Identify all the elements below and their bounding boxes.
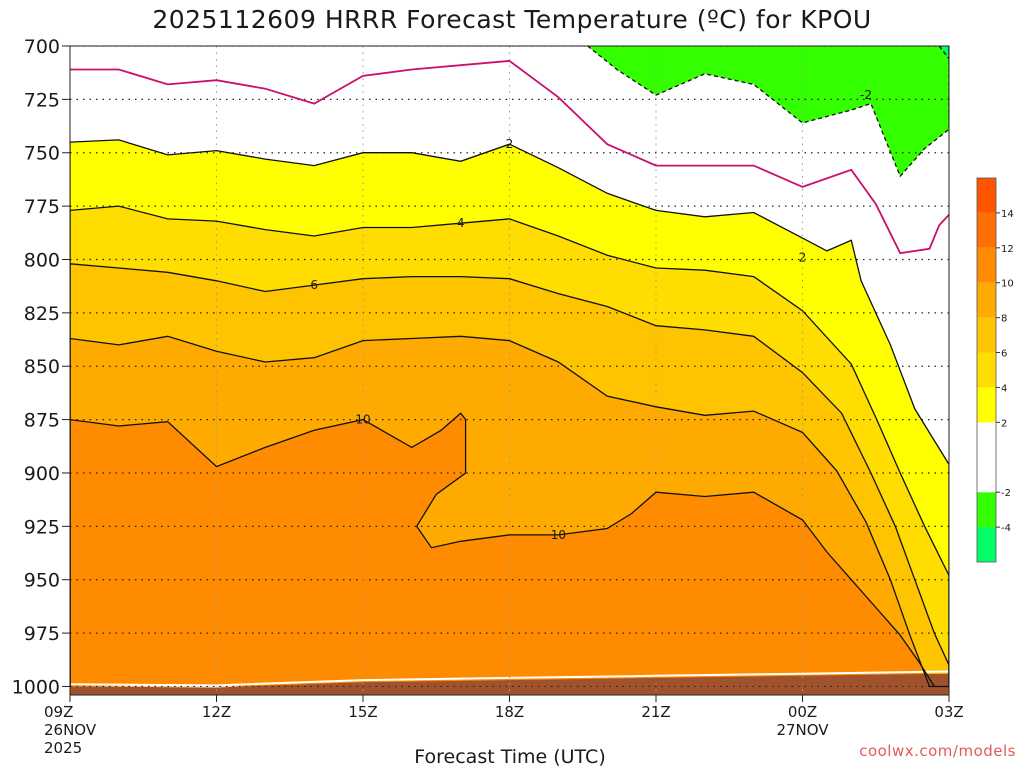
colorbar-swatch <box>977 527 996 562</box>
colorbar-label: 4 <box>1001 383 1007 394</box>
x-tick-label: 21Z <box>641 703 670 721</box>
y-tick-label: 700 <box>24 36 60 58</box>
isotherm-4 <box>70 205 949 687</box>
y-tick-label: 975 <box>24 623 60 645</box>
y-tick-label: 925 <box>24 516 60 538</box>
colorbar-swatch <box>977 247 996 283</box>
contour-label: -2 <box>860 88 872 102</box>
colorbar-swatch <box>977 352 996 388</box>
colorbar-swatch <box>977 387 996 423</box>
contour-label: 4 <box>457 216 465 230</box>
plot-clip-group: 2 4 6 10 10 2 -2 <box>70 46 949 695</box>
freezing-line <box>70 59 949 255</box>
colorbar-frame <box>976 177 997 563</box>
contour-label: 6 <box>310 278 318 292</box>
x-tick-label: 09Z <box>44 703 73 721</box>
colorbar-label: 12 <box>1001 244 1014 255</box>
x-tick-label: 03Z <box>934 703 963 721</box>
colorbar-label: 14 <box>1001 209 1014 220</box>
isotherm-2 <box>70 139 949 687</box>
chart-title: 2025112609 HRRR Forecast Temperature (ºC… <box>152 5 871 34</box>
contour-label: 10 <box>551 528 566 542</box>
colorbar-legend: -4 -2 2 4 6 8 10 12 14 <box>976 177 1014 563</box>
colorbar-swatch <box>977 422 996 493</box>
y-tick-label: 875 <box>24 410 60 432</box>
y-tick-label: 725 <box>24 89 60 111</box>
colorbar-label: 6 <box>1001 349 1007 360</box>
colorbar-swatch <box>977 317 996 353</box>
x-tick-label: 2025 <box>44 739 82 757</box>
x-tick-label: 15Z <box>348 703 377 721</box>
colorbar-label: 8 <box>1001 314 1007 325</box>
y-tick-label: 775 <box>24 196 60 218</box>
temperature-band--4 <box>587 46 949 177</box>
temperature-band-10 <box>70 413 935 687</box>
y-tick-label: 900 <box>24 463 60 485</box>
x-tick-label: 26NOV <box>44 721 97 739</box>
y-tick-label: 850 <box>24 356 60 378</box>
x-tick-label: 12Z <box>202 703 231 721</box>
credit-text: coolwx.com/models <box>859 742 1016 760</box>
temperature-band--6 <box>939 46 949 59</box>
plot-area: 2 4 6 10 10 2 -2 <box>69 45 950 696</box>
y-tick-label: 750 <box>24 143 60 165</box>
x-tick-label: 00Z <box>788 703 817 721</box>
y-tick-label: 950 <box>24 570 60 592</box>
colorbar-label: -2 <box>1001 488 1011 499</box>
isotherm-8 <box>70 335 949 688</box>
isotherm--2 <box>587 46 949 178</box>
x-tick-label: 27NOV <box>776 721 829 739</box>
colorbar-swatch <box>977 212 996 248</box>
colorbar-label: 10 <box>1001 279 1014 290</box>
y-tick-label: 1000 <box>12 676 60 698</box>
colorbar-swatch <box>977 492 996 528</box>
isotherm-10 <box>70 412 935 687</box>
contour-label: 10 <box>355 413 370 427</box>
contour-label: 2 <box>799 250 807 264</box>
x-axis-label: Forecast Time (UTC) <box>414 746 605 768</box>
colorbar-label: 2 <box>1001 418 1007 429</box>
colorbar-swatch <box>977 178 996 213</box>
x-tick-label: 18Z <box>495 703 524 721</box>
colorbar-label: -4 <box>1001 523 1011 534</box>
y-tick-label: 800 <box>24 249 60 271</box>
contour-label: 2 <box>506 137 514 151</box>
y-tick-label: 825 <box>24 303 60 325</box>
y-axis: 700 725 750 775 800 825 850 875 900 925 950 975 1000 <box>12 36 70 698</box>
colorbar-swatch <box>977 282 996 318</box>
isotherm-6 <box>70 263 949 687</box>
